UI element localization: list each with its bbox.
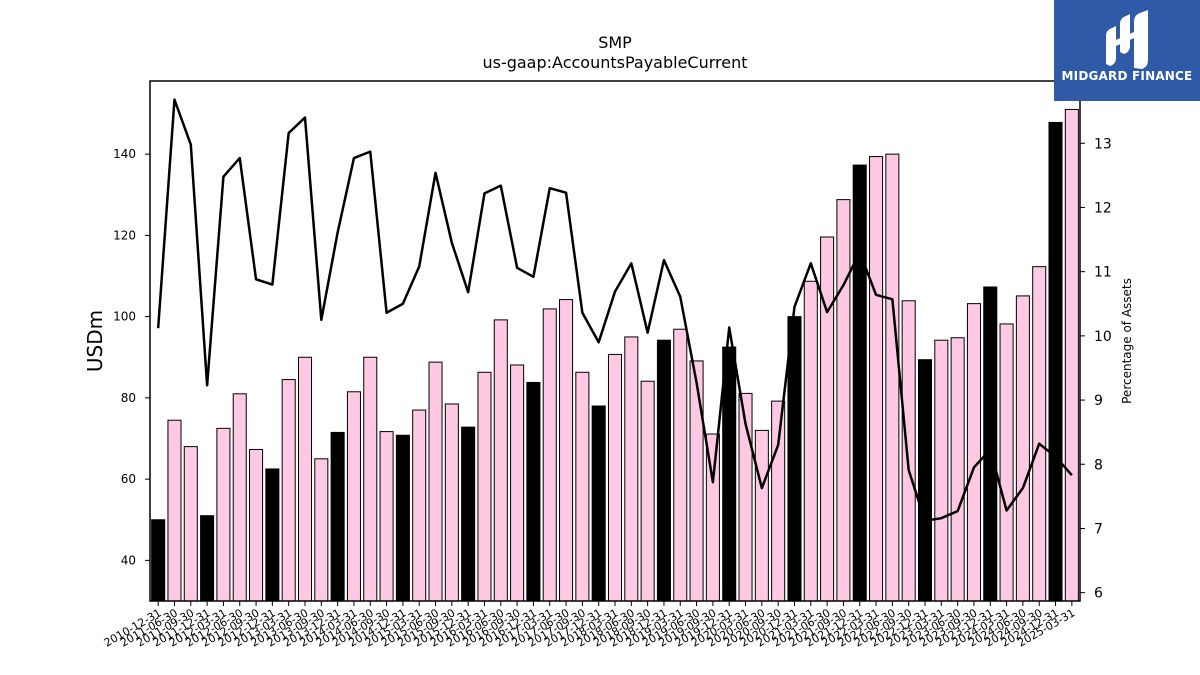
chart-subtitle: us-gaap:AccountsPayableCurrent xyxy=(482,53,747,72)
y-tick-label: 80 xyxy=(121,391,136,405)
bar xyxy=(232,393,247,602)
y2-tick-label: 9 xyxy=(1094,393,1103,409)
bar xyxy=(575,371,590,602)
bar xyxy=(265,468,280,602)
bar xyxy=(510,364,525,602)
y2-tick-label: 12 xyxy=(1094,200,1112,216)
bar xyxy=(542,308,557,602)
y2-tick-label: 7 xyxy=(1094,521,1103,537)
bar xyxy=(363,356,378,602)
bar xyxy=(395,434,410,602)
bar xyxy=(1032,266,1047,602)
bar xyxy=(966,303,981,602)
brand-name: MIDGARD FINANCE xyxy=(1061,69,1193,83)
y2-tick-label: 6 xyxy=(1094,586,1103,602)
line-series xyxy=(156,98,1073,522)
y2-tick-label: 10 xyxy=(1094,329,1112,345)
bar xyxy=(183,446,198,602)
y2-tick-label: 11 xyxy=(1094,265,1112,281)
bar xyxy=(314,458,329,602)
ticks: 4060801001201406789101112132010-12-31201… xyxy=(102,136,1112,649)
bar xyxy=(771,400,786,602)
bar xyxy=(297,356,313,602)
bar xyxy=(787,316,802,602)
bar xyxy=(820,236,835,602)
bar xyxy=(689,360,704,602)
bar xyxy=(461,426,476,602)
bar xyxy=(656,339,671,602)
bar xyxy=(493,319,508,602)
bar xyxy=(934,339,949,602)
y2-axis-label: Percentage of Assets xyxy=(1120,278,1134,404)
y2-tick-label: 8 xyxy=(1094,457,1103,473)
bar xyxy=(526,381,541,602)
bar xyxy=(330,431,345,602)
bar-series xyxy=(151,108,1079,602)
bar xyxy=(1064,108,1079,602)
bar xyxy=(559,299,574,602)
bar xyxy=(803,280,818,602)
y-axis-label: USDm xyxy=(83,310,107,372)
midgard-m-icon xyxy=(1106,10,1148,69)
brand-logo: MIDGARD FINANCE xyxy=(1054,0,1200,101)
bar xyxy=(885,153,900,602)
bar xyxy=(1048,121,1063,602)
bar xyxy=(249,448,264,602)
bar xyxy=(477,371,492,602)
bar xyxy=(151,519,166,602)
chart-title: SMP xyxy=(598,33,632,52)
bar xyxy=(281,379,296,602)
bar xyxy=(591,405,606,602)
bar xyxy=(428,361,443,602)
bar xyxy=(999,323,1014,602)
bar xyxy=(379,431,394,602)
y2-tick-label: 13 xyxy=(1094,136,1112,152)
bar xyxy=(901,300,916,602)
percentage-line xyxy=(156,98,1073,522)
bar xyxy=(607,353,623,602)
bar xyxy=(216,427,231,602)
y-tick-label: 60 xyxy=(121,472,136,486)
bar xyxy=(836,199,851,602)
bar xyxy=(722,346,737,602)
bar xyxy=(624,336,639,602)
y-tick-label: 100 xyxy=(113,310,136,324)
bar xyxy=(917,359,933,602)
bar xyxy=(167,419,182,602)
y-tick-label: 140 xyxy=(113,147,136,161)
bar xyxy=(444,403,459,602)
bar xyxy=(346,391,361,602)
bar xyxy=(754,429,769,602)
y-tick-label: 40 xyxy=(121,553,136,567)
bar xyxy=(983,286,998,602)
bar xyxy=(673,328,688,602)
bar xyxy=(869,156,884,602)
bar xyxy=(200,515,215,602)
bar xyxy=(950,337,965,602)
bar xyxy=(1015,295,1030,602)
bar xyxy=(640,380,655,602)
bar xyxy=(412,409,427,602)
bar xyxy=(852,164,867,602)
y-tick-label: 120 xyxy=(113,228,136,242)
